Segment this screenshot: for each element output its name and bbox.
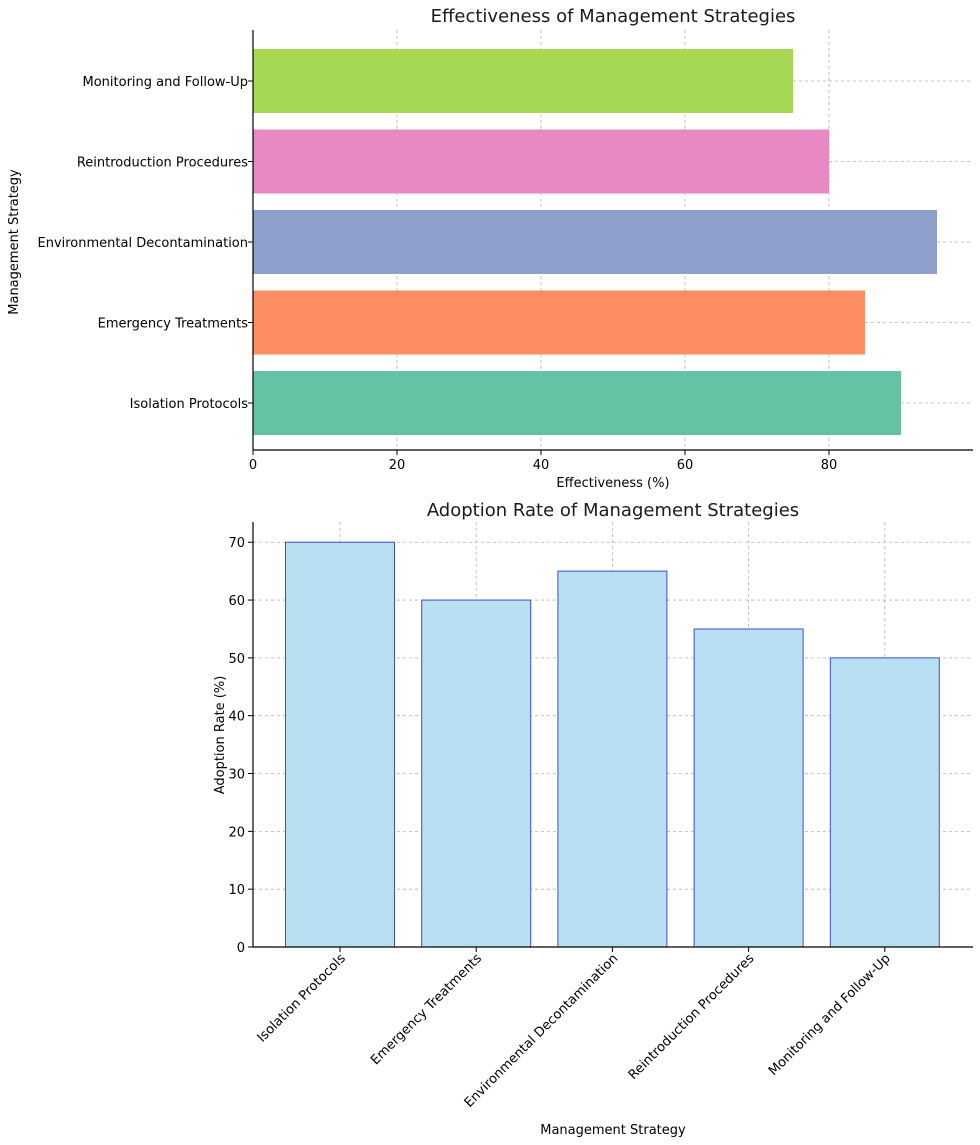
adoption-x-tick-label: Reintroduction Procedures (626, 951, 758, 1083)
effectiveness-y-tick-label: Environmental Decontamination (37, 236, 248, 251)
effectiveness-chart: 0 20 40 60 80 Isolation Protocols Emergency T… (7, 6, 973, 491)
adoption-y-tick-label: 30 (228, 768, 245, 783)
effectiveness-x-axis-label: Effectiveness (%) (556, 476, 669, 491)
effectiveness-bar (253, 210, 937, 274)
effectiveness-y-tick-label: Emergency Treatments (98, 317, 249, 332)
effectiveness-x-tick-label: 40 (533, 458, 550, 473)
effectiveness-x-tick-label: 80 (821, 458, 838, 473)
adoption-y-tick-label: 60 (228, 594, 245, 609)
effectiveness-y-axis-label: Management Strategy (7, 169, 22, 315)
adoption-bar (829, 657, 940, 948)
adoption-x-ticks: Isolation Protocols Emergency TreatmentsE… (255, 947, 894, 1111)
adoption-x-tick-label: Isolation Protocols (255, 951, 349, 1045)
effectiveness-y-ticks: Isolation Protocols Emergency Treatments E… (37, 75, 253, 412)
adoption-y-tick-label: 40 (228, 710, 245, 725)
effectiveness-bar (253, 129, 829, 194)
effectiveness-bars (253, 49, 937, 435)
adoption-y-tick-label: 20 (228, 825, 245, 840)
adoption-bars (285, 541, 940, 948)
effectiveness-y-tick-label: Monitoring and Follow-Up (83, 75, 248, 90)
adoption-bar (557, 570, 668, 948)
adoption-y-axis-label: Adoption Rate (%) (213, 676, 228, 795)
effectiveness-x-ticks: 0 20 40 60 80 (249, 450, 837, 473)
effectiveness-y-tick-label: Reintroduction Procedures (77, 156, 248, 171)
effectiveness-x-tick-label: 0 (249, 458, 257, 473)
adoption-x-tick-label: Environmental Decontamination (462, 951, 621, 1110)
adoption-bar (285, 541, 395, 948)
adoption-x-tick-label: Emergency Treatments (368, 951, 485, 1068)
adoption-x-tick-label: Monitoring and Follow-Up (766, 951, 894, 1079)
adoption-x-axis-label: Management Strategy (540, 1123, 686, 1138)
adoption-chart: 0 10 20 30 40 50 60 70 Isolation Protocols Emerg… (213, 500, 973, 1138)
adoption-y-tick-label: 70 (228, 536, 245, 551)
adoption-title: Adoption Rate of Management Strategies (427, 500, 799, 521)
effectiveness-title: Effectiveness of Management Strategies (431, 6, 796, 27)
effectiveness-y-tick-label: Isolation Protocols (130, 397, 249, 412)
adoption-y-ticks: 0 10 20 30 40 50 60 70 (228, 536, 253, 956)
adoption-y-tick-label: 50 (228, 652, 245, 667)
effectiveness-x-tick-label: 20 (389, 458, 406, 473)
effectiveness-bar (253, 371, 901, 435)
adoption-bar (421, 599, 532, 948)
effectiveness-bar (253, 290, 865, 355)
adoption-y-tick-label: 10 (228, 883, 245, 898)
adoption-bar (693, 628, 804, 948)
effectiveness-bar (253, 49, 793, 113)
adoption-y-tick-label: 0 (237, 941, 245, 956)
effectiveness-x-tick-label: 60 (677, 458, 694, 473)
